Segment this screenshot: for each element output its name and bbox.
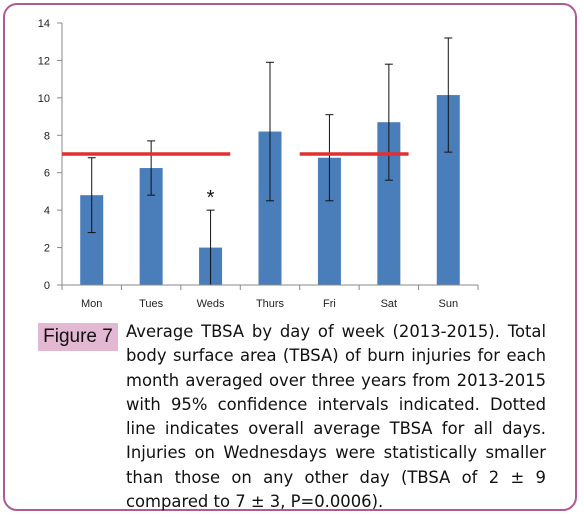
annotations: * xyxy=(207,187,215,209)
y-tick-label: 14 xyxy=(38,18,50,30)
y-tick-label: 6 xyxy=(44,168,50,180)
bar-tues xyxy=(139,168,163,285)
bar-sun xyxy=(436,95,460,285)
x-tick-label: Weds xyxy=(197,298,225,310)
x-axis: Mon Tues Weds Thurs Fri Sat Sun xyxy=(61,284,479,310)
y-tick-label: 12 xyxy=(38,55,50,67)
x-tick-label: Mon xyxy=(81,298,102,310)
bar-sat xyxy=(377,122,401,285)
y-tick-label: 2 xyxy=(44,243,50,255)
bar-mon xyxy=(80,195,104,285)
y-tick-label: 10 xyxy=(38,93,50,105)
y-tick-label: 4 xyxy=(44,205,50,217)
x-tick-label: Tues xyxy=(139,298,164,310)
y-tick-label: 0 xyxy=(44,280,50,292)
x-tick-label: Fri xyxy=(323,298,336,310)
y-axis: 0 2 4 6 8 10 12 14 xyxy=(38,18,63,292)
y-tick-label: 8 xyxy=(44,130,50,142)
x-tick-label: Thurs xyxy=(256,298,285,310)
x-tick-label: Sun xyxy=(438,298,458,310)
bars xyxy=(80,95,460,285)
bar-chart: 0 2 4 6 8 10 12 14 * Mon Tues Weds Thurs Fri Sat Sun xyxy=(38,18,479,310)
bar-fri xyxy=(317,157,341,285)
figure-caption: Average TBSA by day of week (2013-2015).… xyxy=(126,322,546,512)
figure-label: Figure 7 xyxy=(38,323,118,351)
bar-thurs xyxy=(258,131,282,285)
error-bars xyxy=(87,37,453,286)
significance-asterisk: * xyxy=(207,187,215,209)
x-tick-label: Sat xyxy=(381,298,398,310)
